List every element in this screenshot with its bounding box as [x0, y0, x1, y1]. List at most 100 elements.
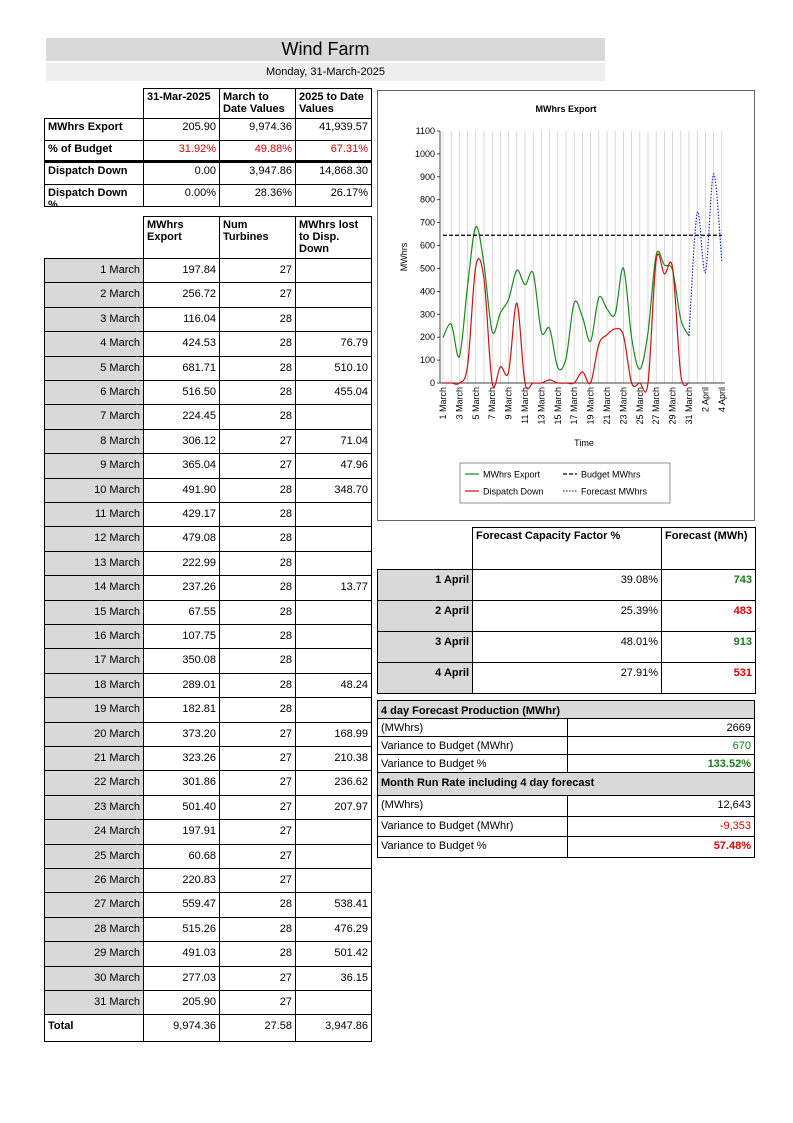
value-cell: 220.83 — [143, 868, 220, 894]
value-cell: 28 — [219, 502, 296, 528]
value-cell: 28 — [219, 331, 296, 357]
value-cell — [295, 306, 372, 333]
value-cell: 365.04 — [143, 453, 220, 479]
value-cell: 28 — [219, 575, 296, 601]
day-label: 31 March — [44, 990, 144, 1016]
chart-title: MWhrs Export — [535, 104, 596, 114]
column-header: MWhrs Export — [143, 216, 220, 259]
value-cell: 210.38 — [295, 746, 372, 772]
x-tick-label: 17 March — [569, 387, 579, 425]
y-tick-label: 100 — [420, 355, 435, 365]
value-cell: 670 — [567, 736, 755, 755]
value-cell: 12,643 — [567, 795, 755, 817]
day-label: 20 March — [44, 721, 144, 747]
legend-label: Budget MWhrs — [581, 470, 641, 480]
column-header: Forecast Capacity Factor % — [472, 527, 662, 570]
x-tick-label: 29 March — [668, 387, 678, 425]
x-tick-label: 3 March — [454, 387, 464, 420]
x-tick-label: 15 March — [553, 387, 563, 425]
value-cell: 197.84 — [143, 258, 220, 284]
value-cell: 28 — [219, 306, 296, 333]
x-tick-label: 31 March — [684, 387, 694, 425]
value-cell: 491.03 — [143, 941, 220, 967]
value-cell: 71.04 — [295, 428, 372, 455]
day-label: 19 March — [44, 697, 144, 723]
day-label: 4 March — [44, 331, 144, 357]
forecast-cell: 483 — [661, 600, 756, 632]
value-cell: 27 — [219, 965, 296, 991]
value-cell: 501.42 — [295, 941, 372, 967]
value-cell: 455.04 — [295, 380, 372, 406]
value-cell: 67.55 — [143, 599, 220, 625]
day-label: 10 March — [44, 477, 144, 503]
value-cell: 47.96 — [295, 453, 372, 479]
y-tick-label: 900 — [420, 172, 435, 182]
day-label: 3 March — [44, 306, 144, 333]
day-label: 26 March — [44, 868, 144, 894]
value-cell: 49.88% — [219, 140, 296, 163]
total-cell: 3,947.86 — [295, 1014, 372, 1042]
day-label: 25 March — [44, 843, 144, 869]
value-cell: 168.99 — [295, 721, 372, 747]
day-label: 17 March — [44, 648, 144, 674]
value-cell — [295, 550, 372, 577]
value-cell: 207.97 — [295, 794, 372, 821]
column-header: March to Date Values — [219, 88, 296, 119]
value-cell: 182.81 — [143, 697, 220, 723]
total-cell: 9,974.36 — [143, 1014, 220, 1042]
value-cell: -9,353 — [567, 815, 755, 838]
row-label: Variance to Budget (MWhr) — [377, 815, 568, 838]
row-label: (MWhrs) — [377, 718, 568, 737]
x-tick-label: 23 March — [618, 387, 628, 425]
x-tick-label: 11 March — [520, 387, 530, 424]
day-label: 15 March — [44, 599, 144, 625]
row-label: Dispatch Down — [44, 162, 144, 185]
value-cell: 27 — [219, 453, 296, 479]
day-label: 1 March — [44, 258, 144, 284]
row-label: Variance to Budget % — [377, 836, 568, 859]
value-cell: 559.47 — [143, 892, 220, 918]
value-cell: 57.48% — [567, 836, 755, 859]
row-label: MWhrs Export — [44, 118, 144, 141]
value-cell — [295, 843, 372, 869]
value-cell: 28.36% — [219, 184, 296, 207]
day-label: 22 March — [44, 770, 144, 796]
day-label: 30 March — [44, 965, 144, 991]
value-cell: 256.72 — [143, 282, 220, 308]
value-cell: 26.17% — [295, 184, 372, 207]
value-cell: 197.91 — [143, 819, 220, 845]
value-cell — [295, 526, 372, 552]
y-tick-label: 500 — [420, 263, 435, 273]
value-cell: 479.08 — [143, 526, 220, 552]
x-axis-label: Time — [574, 438, 594, 448]
value-cell: 28 — [219, 672, 296, 699]
value-cell: 510.10 — [295, 355, 372, 381]
value-cell: 236.62 — [295, 770, 372, 796]
y-tick-label: 1000 — [415, 149, 435, 159]
value-cell: 538.41 — [295, 892, 372, 918]
value-cell: 14,868.30 — [295, 162, 372, 185]
day-label: 4 April — [377, 662, 473, 694]
value-cell — [295, 868, 372, 894]
value-cell: 28 — [219, 355, 296, 381]
chart: MWhrs Export 1 March 3 March 5 March 7 March… — [399, 104, 727, 504]
section-title: 4 day Forecast Production (MWhr) — [377, 700, 755, 719]
total-label: Total — [44, 1014, 144, 1042]
title-bar: Wind Farm — [46, 38, 605, 61]
value-cell — [295, 502, 372, 528]
value-cell: 301.86 — [143, 770, 220, 796]
value-cell: 323.26 — [143, 746, 220, 772]
value-cell: 681.71 — [143, 355, 220, 381]
value-cell: 27 — [219, 770, 296, 796]
value-cell — [295, 404, 372, 430]
column-header: MWhrs lost to Disp. Down — [295, 216, 372, 259]
day-label: 29 March — [44, 941, 144, 967]
value-cell: 116.04 — [143, 306, 220, 333]
value-cell — [295, 819, 372, 845]
day-label: 27 March — [44, 892, 144, 918]
value-cell: 107.75 — [143, 624, 220, 650]
y-tick-label: 600 — [420, 241, 435, 251]
legend-label: Forecast MWhrs — [581, 487, 648, 497]
value-cell: 28 — [219, 892, 296, 918]
column-header: Num Turbines — [219, 216, 296, 259]
